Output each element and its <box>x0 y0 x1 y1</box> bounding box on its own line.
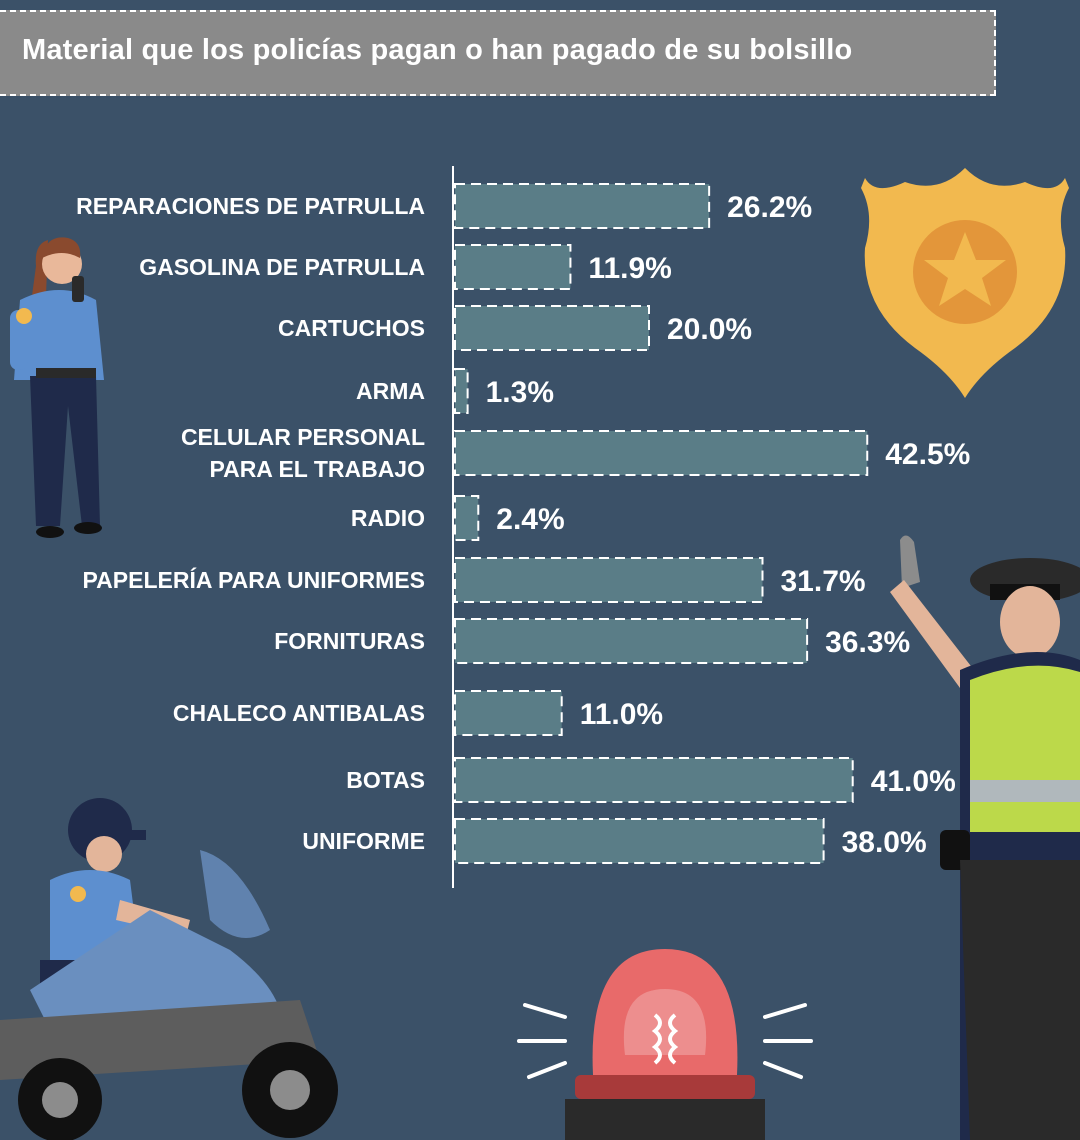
category-label: FORNITURAS <box>274 628 425 654</box>
chart-title: Material que los policías pagan o han pa… <box>22 34 853 66</box>
value-label: 38.0% <box>842 826 927 859</box>
value-label: 42.5% <box>885 438 970 471</box>
category-label: BOTAS <box>346 767 425 793</box>
bar <box>454 690 563 736</box>
policewoman-radio-icon <box>10 237 104 538</box>
value-label: 11.0% <box>580 698 663 731</box>
traffic-officer-icon <box>890 535 1080 1140</box>
category-label: PAPELERÍA PARA UNIFORMES <box>83 566 425 593</box>
value-label: 36.3% <box>825 626 910 659</box>
category-label: PARA EL TRABAJO <box>209 456 425 482</box>
category-label: RADIO <box>351 505 425 531</box>
category-label: REPARACIONES DE PATRULLA <box>76 193 425 219</box>
bar <box>454 618 809 664</box>
value-label: 31.7% <box>780 565 865 598</box>
bar <box>454 305 650 351</box>
bar <box>454 368 469 414</box>
motorcycle-officer-icon <box>0 798 338 1140</box>
bar <box>454 495 480 541</box>
category-label: CELULAR PERSONAL <box>181 424 425 450</box>
category-label: CARTUCHOS <box>278 315 425 341</box>
value-label: 20.0% <box>667 313 752 346</box>
bar <box>454 757 854 803</box>
value-label: 11.9% <box>588 252 671 285</box>
police-badge-icon <box>861 168 1069 398</box>
bar <box>454 244 572 290</box>
value-label: 1.3% <box>486 376 554 409</box>
category-label: CHALECO ANTIBALAS <box>173 700 425 726</box>
bar <box>454 430 869 476</box>
category-label: UNIFORME <box>302 828 425 854</box>
category-label: GASOLINA DE PATRULLA <box>139 254 425 280</box>
value-label: 26.2% <box>727 191 812 224</box>
value-label: 41.0% <box>871 765 956 798</box>
siren-light-icon <box>517 949 813 1140</box>
title-banner: Material que los policías pagan o han pa… <box>0 10 996 96</box>
bar <box>454 818 825 864</box>
value-label: 2.4% <box>496 503 564 536</box>
bar <box>454 183 711 229</box>
bar <box>454 557 764 603</box>
category-label: ARMA <box>356 378 425 404</box>
